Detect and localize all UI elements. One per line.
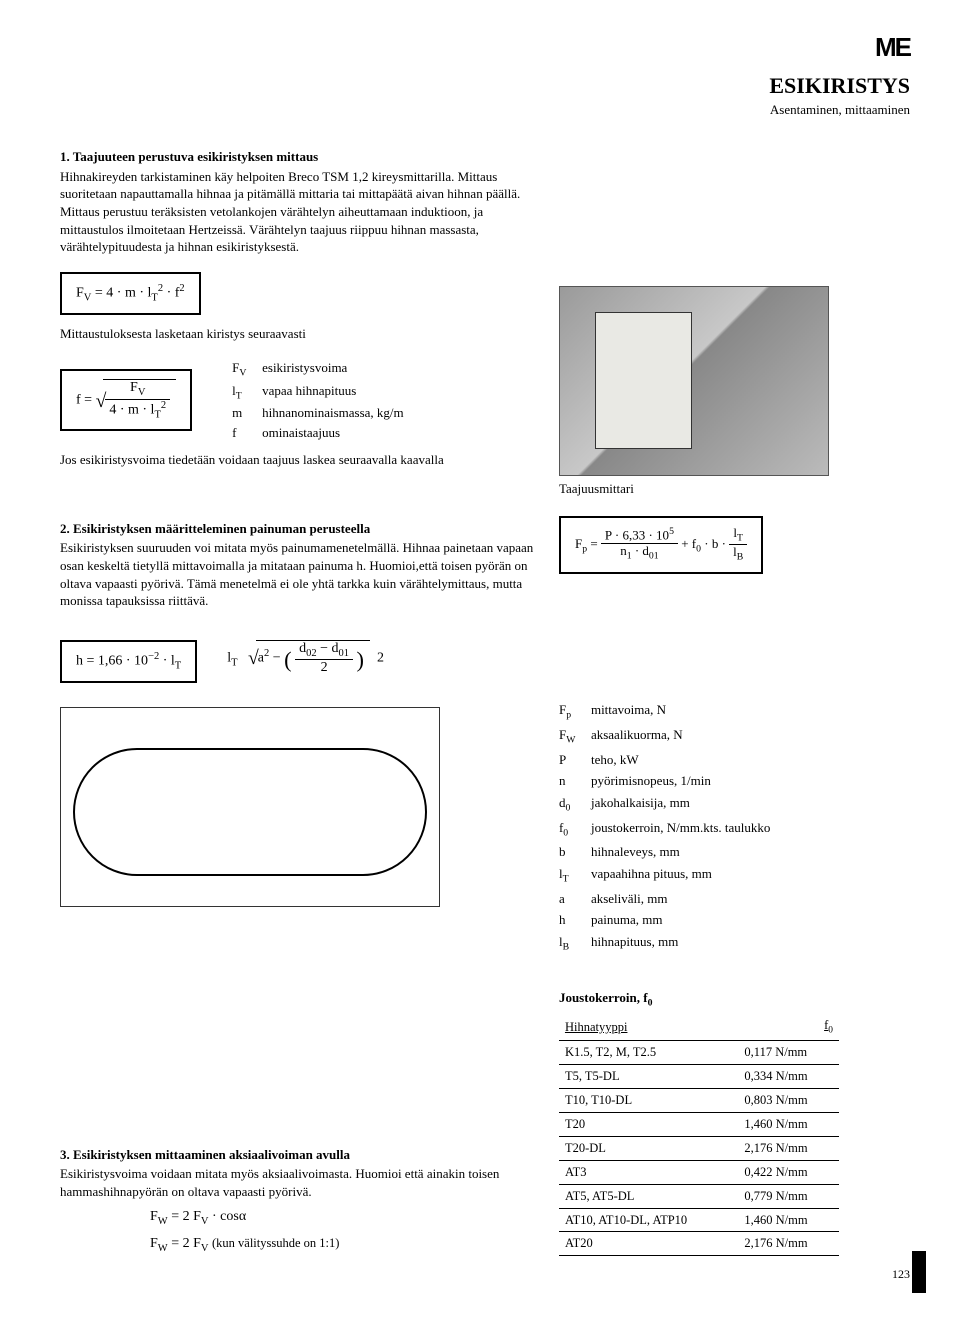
section2-paragraph: Esikiristyksen suuruuden voi mitata myös…	[60, 539, 535, 609]
section1-after-legend: Jos esikiristysvoima tiedetään voidaan t…	[60, 451, 535, 469]
section1-paragraph: Hihnakireyden tarkistaminen käy helpoite…	[60, 168, 535, 256]
section1-midtext: Mittaustuloksesta lasketaan kiristys seu…	[60, 325, 535, 343]
section1-heading: 1. Taajuuteen perustuva esikiristyksen m…	[60, 148, 535, 166]
section2-heading: 2. Esikiristyksen määritteleminen painum…	[60, 520, 535, 538]
formula-fw-cos: FW = 2 FV · cosα	[150, 1208, 535, 1229]
table-row: K1.5, T2, M, T2.50,117 N/mm	[559, 1041, 839, 1065]
frequency-meter-photo	[559, 286, 829, 476]
table-row: T10, T10-DL0,803 N/mm	[559, 1089, 839, 1113]
table-row: T20-DL2,176 N/mm	[559, 1136, 839, 1160]
section3-paragraph: Esikiristysvoima voidaan mitata myös aks…	[60, 1165, 535, 1200]
formula-h: h = 1,66 · 10−2 · lT	[60, 640, 197, 684]
page-subtitle: Asentaminen, mittaaminen	[60, 101, 910, 119]
table-row: T5, T5-DL0,334 N/mm	[559, 1065, 839, 1089]
formula-lt: lT √ a2 − ( d02 − d012 ) 2	[227, 632, 384, 676]
page-title: ESIKIRISTYS	[60, 71, 910, 101]
table-row: AT5, AT5-DL0,779 N/mm	[559, 1184, 839, 1208]
formula-fv: FV = 4 · m · lT2 · f2	[60, 272, 201, 316]
table-row: AT10, AT10-DL, ATP101,460 N/mm	[559, 1208, 839, 1232]
table-row: AT30,422 N/mm	[559, 1160, 839, 1184]
page-number: 123	[60, 1266, 910, 1282]
table-row: T201,460 N/mm	[559, 1113, 839, 1137]
formula-fp: Fp = P · 6,33 · 105n1 · d01 + f0 · b · l…	[559, 516, 763, 574]
brand-logo: ME	[60, 30, 910, 65]
frequency-meter-caption: Taajuusmittari	[559, 480, 910, 498]
formula-fw-11: FW = 2 FV (kun välityssuhde on 1:1)	[150, 1235, 535, 1256]
section2-legend: Fpmittavoima, N FWaksaalikuorma, N Pteho…	[559, 701, 910, 953]
joustokerroin-table: Hihnatyyppif0 K1.5, T2, M, T2.50,117 N/m…	[559, 1014, 839, 1256]
section1-legend: FVesikiristysvoima lTvapaa hihnapituus m…	[232, 357, 404, 444]
formula-f: f = √ FV 4 · m · lT2	[60, 369, 192, 430]
table-row: AT202,176 N/mm	[559, 1232, 839, 1256]
page-side-tab	[912, 1251, 926, 1293]
belt-pulley-diagram	[60, 707, 440, 907]
table-title: Joustokerroin, f0	[559, 989, 910, 1010]
section3-heading: 3. Esikiristyksen mittaaminen aksiaalivo…	[60, 1146, 535, 1164]
